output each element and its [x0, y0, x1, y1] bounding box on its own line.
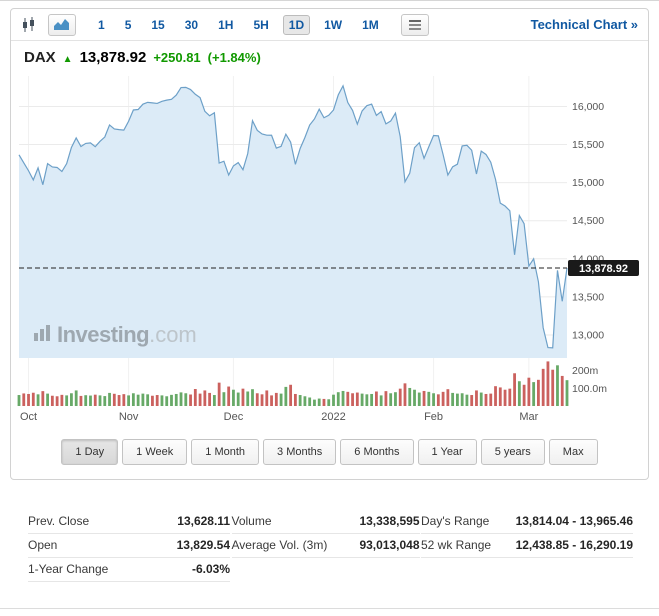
timeframe-1d[interactable]: 1D: [282, 14, 311, 35]
stat-value: 13,829.54: [176, 538, 230, 552]
price-volume-chart-svg: 13,00013,50014,00014,50015,00015,50016,0…: [17, 76, 639, 423]
stat-value: 13,628.11: [177, 514, 230, 528]
chart-widget: 1 5 15 30 1H 5H 1D 1W 1M Technical Chart » DAX ▲…: [10, 8, 649, 480]
stat-label: Day's Range: [421, 514, 490, 528]
timeframe-5h[interactable]: 5H: [253, 17, 269, 32]
svg-text:Oct: Oct: [20, 411, 37, 423]
stat-label: Average Vol. (3m): [231, 538, 328, 552]
last-price: 13,878.92: [79, 49, 147, 66]
stats-column-3: Day's Range 13,814.04 - 13,965.46 52 wk Ra…: [421, 510, 633, 582]
stat-label: Volume: [231, 514, 272, 528]
stat-row-average-vol-3m: Average Vol. (3m) 93,013,048: [231, 534, 420, 558]
stats-column-2: Volume 13,338,595 Average Vol. (3m) 93,013,…: [231, 510, 420, 582]
timeframe-15[interactable]: 15: [151, 17, 165, 32]
stat-label: Open: [28, 538, 58, 552]
area-chart-type-icon[interactable]: [48, 13, 76, 36]
svg-text:13,000: 13,000: [572, 329, 604, 341]
svg-text:200m: 200m: [572, 365, 599, 377]
up-arrow-icon: ▲: [62, 54, 73, 65]
timeframe-1h[interactable]: 1H: [218, 17, 234, 32]
svg-text:14,500: 14,500: [572, 215, 604, 227]
stat-value: 13,814.04 - 13,965.46: [515, 514, 633, 528]
svg-text:2022: 2022: [321, 411, 345, 423]
stat-value: -6.03%: [191, 562, 230, 576]
chart-toolbar: 1 5 15 30 1H 5H 1D 1W 1M Technical Chart »: [11, 9, 648, 41]
stats-table: Prev. Close 13,628.11 Open 13,829.54 1-Year …: [28, 510, 633, 582]
svg-text:100.0m: 100.0m: [572, 383, 607, 395]
price-change-pct: (+1.84%): [207, 50, 261, 65]
key-stats-icon[interactable]: [400, 13, 429, 36]
stat-row-volume: Volume 13,338,595: [231, 510, 420, 534]
svg-text:13,878.92: 13,878.92: [579, 263, 628, 275]
page-divider: [0, 608, 659, 609]
timeframe-1m[interactable]: 1M: [362, 17, 379, 32]
stat-row-open: Open 13,829.54: [28, 534, 230, 558]
stats-column-1: Prev. Close 13,628.11 Open 13,829.54 1-Year …: [28, 510, 230, 582]
period-button-1-week[interactable]: 1 Week: [122, 439, 188, 465]
stat-value: 13,338,595: [359, 514, 420, 528]
period-button-1-day[interactable]: 1 Day: [61, 439, 119, 465]
svg-text:Feb: Feb: [424, 411, 443, 423]
svg-text:Nov: Nov: [119, 411, 139, 423]
watermark-text-bold: Investing: [57, 322, 150, 347]
period-button-1-month[interactable]: 1 Month: [191, 439, 260, 465]
svg-text:Dec: Dec: [224, 411, 244, 423]
period-button-5-years[interactable]: 5 years: [480, 439, 545, 465]
quote-header: DAX ▲ 13,878.92 +250.81 (+1.84%): [11, 41, 648, 66]
stat-row-1-year-change: 1-Year Change -6.03%: [28, 558, 230, 582]
price-change: +250.81: [153, 50, 201, 65]
period-button-6-months[interactable]: 6 Months: [340, 439, 414, 465]
stat-row-prev-close: Prev. Close 13,628.11: [28, 510, 230, 534]
svg-text:15,500: 15,500: [572, 139, 604, 151]
svg-text:16,000: 16,000: [572, 101, 604, 113]
timeframe-1w[interactable]: 1W: [324, 17, 343, 32]
stat-label: Prev. Close: [28, 514, 90, 528]
technical-chart-link[interactable]: Technical Chart »: [530, 17, 638, 32]
period-button-1-year[interactable]: 1 Year: [417, 439, 477, 465]
timeframe-1[interactable]: 1: [98, 17, 105, 32]
stat-label: 52 wk Range: [421, 538, 492, 552]
svg-text:13,500: 13,500: [572, 291, 604, 303]
investing-watermark: Investing.com: [33, 322, 197, 348]
period-button-3-months[interactable]: 3 Months: [263, 439, 337, 465]
stat-value: 93,013,048: [359, 538, 420, 552]
stat-row-day-s-range: Day's Range 13,814.04 - 13,965.46: [421, 510, 633, 534]
period-button-max[interactable]: Max: [548, 439, 598, 465]
period-buttons: 1 Day 1 Week 1 Month 3 Months 6 Months 1 Year…: [11, 435, 648, 479]
timeframe-list: 1 5 15 30 1H 5H 1D 1W 1M: [92, 14, 385, 35]
timeframe-5[interactable]: 5: [124, 17, 132, 32]
timeframe-30[interactable]: 30: [184, 17, 199, 32]
stat-row-52-wk-range: 52 wk Range 12,438.85 - 16,290.19: [421, 534, 633, 558]
investing-logo-icon: [33, 324, 51, 347]
stat-label: 1-Year Change: [28, 562, 109, 576]
symbol-name: DAX: [24, 49, 56, 66]
price-chart-area[interactable]: 13,000 13,500 14,000 14,500 15,000 15,500 16,0…: [11, 66, 648, 435]
svg-text:Mar: Mar: [519, 411, 538, 423]
stat-value: 12,438.85 - 16,290.19: [515, 538, 633, 552]
svg-text:15,000: 15,000: [572, 177, 604, 189]
candlestick-chart-icon[interactable]: [21, 16, 38, 33]
watermark-text-light: .com: [149, 322, 197, 347]
